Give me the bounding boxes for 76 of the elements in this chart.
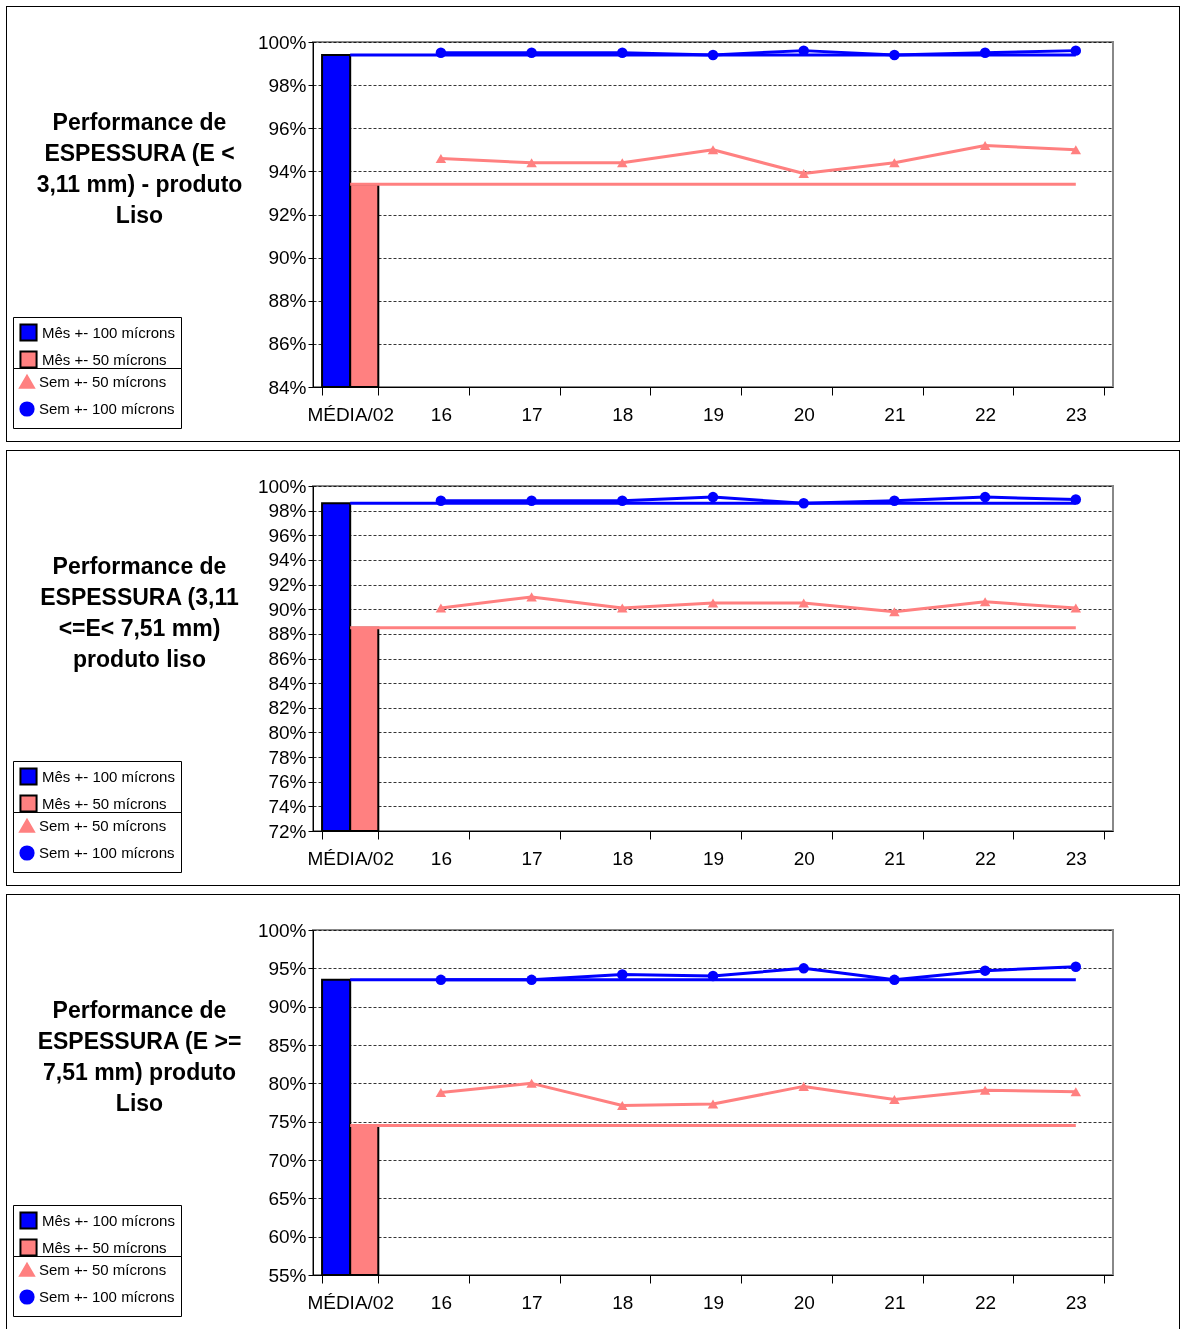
y-tick-label: 98% bbox=[268, 500, 307, 522]
x-tick-label: 21 bbox=[884, 1291, 906, 1313]
y-tick-label: 86% bbox=[268, 648, 307, 669]
x-tick-label: 22 bbox=[975, 1291, 997, 1313]
x-tick-label: 19 bbox=[702, 1291, 725, 1313]
y-tick-label: 86% bbox=[268, 333, 307, 355]
x-tick-label: 17 bbox=[521, 403, 543, 425]
y-tick-label: 55% bbox=[268, 1264, 307, 1286]
legend-label: Sem +- 100 mícrons bbox=[39, 844, 175, 861]
y-tick-label: 75% bbox=[268, 1111, 307, 1133]
text: Performance de ESPESSURA (E >= 7,51 mm) produto Liso bbox=[36, 996, 243, 1118]
x-tick-label: 16 bbox=[430, 1291, 452, 1313]
y-tick-label: 96% bbox=[268, 117, 307, 139]
x-tick-label: 18 bbox=[612, 847, 634, 869]
legend-label: Sem +- 50 mícrons bbox=[39, 817, 167, 834]
y-tick-label: 80% bbox=[268, 1072, 307, 1094]
x-tick-label: 17 bbox=[521, 1291, 543, 1313]
y-tick-label: 76% bbox=[268, 771, 307, 793]
x-tick-label: 21 bbox=[884, 403, 906, 425]
x-tick-label: 23 bbox=[1065, 1291, 1087, 1313]
y-tick-label: 80% bbox=[268, 721, 307, 743]
legend-label: Mês +- 100 mícrons bbox=[42, 1211, 175, 1229]
y-tick-label: 100% bbox=[257, 475, 307, 497]
legend-label: Mês +- 50 mícrons bbox=[42, 794, 167, 812]
y-tick-label: 95% bbox=[268, 957, 307, 979]
text: Performance de ESPESSURA (3,11 <=E< 7,51 mm) produto liso bbox=[39, 552, 240, 674]
x-tick-label: 17 bbox=[521, 847, 543, 869]
y-tick-label: 60% bbox=[268, 1226, 307, 1248]
x-tick-label: 21 bbox=[884, 847, 906, 869]
x-tick-label: 18 bbox=[612, 1291, 634, 1313]
y-tick-label: 78% bbox=[268, 746, 307, 768]
y-tick-label: 94% bbox=[268, 160, 307, 182]
y-tick-label: 100% bbox=[257, 919, 307, 941]
x-tick-label: 23 bbox=[1065, 403, 1087, 425]
x-tick-label: 20 bbox=[793, 847, 815, 869]
y-tick-label: 84% bbox=[268, 376, 307, 398]
legend-label: Sem +- 100 mícrons bbox=[39, 1288, 175, 1305]
legend-label: Mês +- 100 mícrons bbox=[42, 323, 175, 341]
legend-label: Mês +- 50 mícrons bbox=[42, 350, 167, 368]
y-tick-label: 94% bbox=[268, 549, 307, 571]
x-tick-label: 20 bbox=[793, 1291, 815, 1313]
y-tick-label: 92% bbox=[268, 204, 307, 225]
x-tick-label: 19 bbox=[702, 403, 725, 425]
y-tick-label: 96% bbox=[268, 524, 307, 546]
x-tick-label: 20 bbox=[793, 403, 815, 425]
x-tick-label: 22 bbox=[975, 403, 997, 425]
y-tick-label: 74% bbox=[268, 795, 307, 817]
x-tick-label: MÉDIA/02 bbox=[307, 847, 394, 869]
legend-label: Sem +- 100 mícrons bbox=[39, 400, 175, 417]
y-tick-label: 84% bbox=[268, 672, 307, 694]
y-tick-label: 98% bbox=[268, 74, 307, 96]
y-tick-label: 85% bbox=[268, 1034, 307, 1056]
x-tick-label: 18 bbox=[612, 403, 634, 425]
legend-label: Sem +- 50 mícrons bbox=[39, 373, 167, 390]
y-tick-label: 88% bbox=[268, 290, 307, 312]
x-tick-label: 23 bbox=[1065, 847, 1087, 869]
legend-label: Mês +- 50 mícrons bbox=[42, 1238, 167, 1256]
x-tick-label: 16 bbox=[430, 847, 452, 869]
x-tick-label: MÉDIA/02 bbox=[307, 1291, 394, 1313]
y-tick-label: 72% bbox=[268, 820, 307, 842]
y-tick-label: 90% bbox=[268, 247, 307, 269]
x-tick-label: 19 bbox=[702, 847, 725, 869]
y-tick-label: 82% bbox=[268, 697, 307, 719]
x-tick-label: 22 bbox=[975, 847, 997, 869]
x-tick-label: 16 bbox=[430, 403, 452, 425]
y-tick-label: 65% bbox=[268, 1187, 307, 1209]
y-tick-label: 100% bbox=[257, 31, 307, 53]
legend-label: Mês +- 100 mícrons bbox=[42, 767, 175, 785]
x-tick-label: MÉDIA/02 bbox=[307, 403, 394, 425]
y-tick-label: 90% bbox=[268, 598, 307, 620]
y-tick-label: 70% bbox=[268, 1149, 307, 1171]
y-tick-label: 88% bbox=[268, 623, 307, 645]
y-tick-label: 90% bbox=[268, 996, 307, 1018]
legend-label: Sem +- 50 mícrons bbox=[39, 1261, 167, 1278]
text: Performance de ESPESSURA (E < 3,11 mm) - produto Liso bbox=[35, 108, 244, 230]
y-tick-label: 92% bbox=[268, 574, 307, 596]
